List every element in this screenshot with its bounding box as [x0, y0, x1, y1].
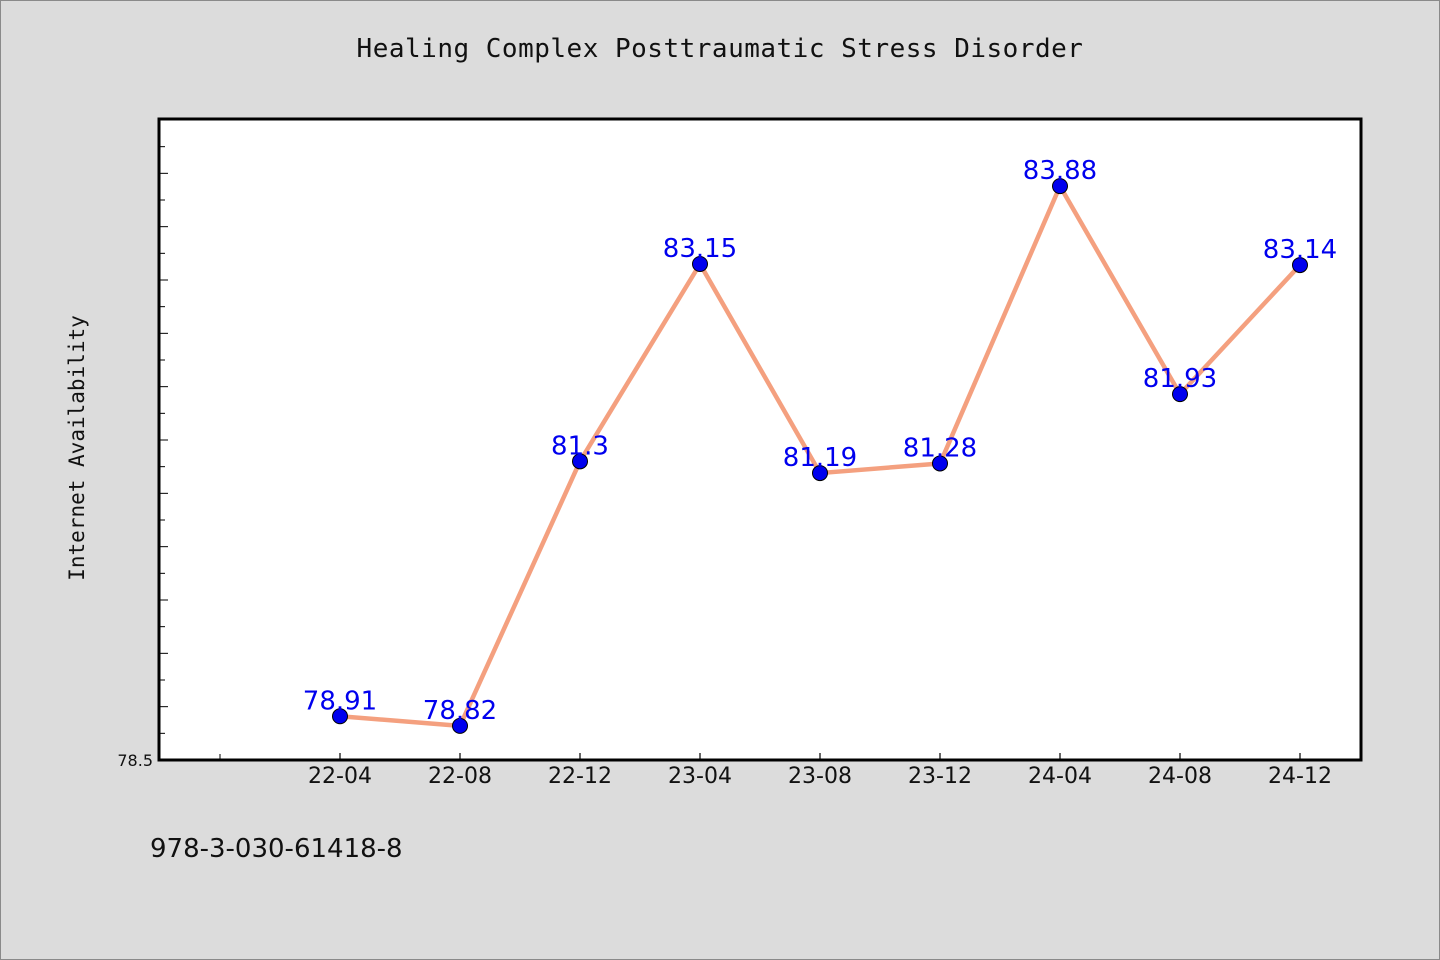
data-point	[1292, 257, 1308, 274]
data-point	[1052, 178, 1068, 195]
data-point	[332, 708, 348, 725]
x-tick-label: 23-04	[668, 764, 732, 789]
x-tick-label: 23-12	[908, 764, 972, 789]
x-tick-label: 24-12	[1268, 764, 1332, 789]
x-tick-label: 23-08	[788, 764, 852, 789]
y-axis-label: Internet Availability	[65, 315, 89, 581]
data-label: 81.28	[903, 433, 977, 463]
data-point	[452, 717, 468, 734]
x-tick-label: 22-12	[548, 764, 612, 789]
plot-area	[157, 117, 1363, 762]
data-label: 81.3	[551, 431, 609, 461]
x-tick-label: 24-04	[1028, 764, 1092, 789]
chart-title: Healing Complex Posttraumatic Stress Dis…	[356, 34, 1084, 64]
y-tick-label: 78.5	[117, 751, 153, 770]
x-tick-label: 22-08	[428, 764, 492, 789]
data-label: 83.88	[1023, 156, 1097, 186]
data-point	[932, 455, 948, 472]
data-label: 78.82	[423, 696, 497, 726]
data-label: 81.19	[783, 443, 857, 473]
y-axis-ticks	[160, 146, 168, 734]
data-point	[692, 256, 708, 272]
data-label: 81.93	[1143, 364, 1217, 394]
series-layer: 78.91 78.82 81.3 83.15 81.19 81.28 83.88 81.93 8…	[303, 156, 1337, 734]
data-label: 83.14	[1263, 235, 1337, 265]
data-point	[1172, 386, 1188, 403]
x-tick-label: 24-08	[1148, 764, 1212, 789]
data-point	[812, 465, 828, 482]
data-point	[572, 453, 588, 470]
x-tick-label: 22-04	[308, 764, 372, 789]
footer-isbn: 978-3-030-61418-8	[150, 834, 403, 864]
x-axis-ticks: 22-04 22-08 22-12 23-04 23-08 23-12 24-04 24-08…	[219, 753, 1332, 789]
data-label: 83.15	[663, 234, 737, 264]
data-label: 78.91	[303, 686, 377, 716]
